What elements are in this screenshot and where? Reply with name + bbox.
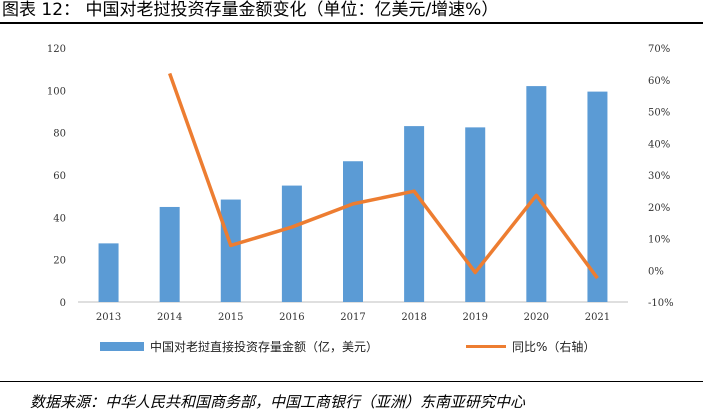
- x-tick-label: 2013: [96, 312, 121, 323]
- right-tick-label: 10%: [648, 235, 670, 246]
- legend-item-bar: 中国对老挝直接投资存量金额（亿，美元）: [100, 338, 378, 355]
- bar: [343, 161, 363, 302]
- x-tick-label: 2018: [401, 312, 426, 323]
- bar: [98, 243, 119, 302]
- legend-item-line: 同比%（右轴）: [466, 338, 595, 355]
- right-tick-label: 40%: [648, 139, 670, 150]
- right-tick-label: 20%: [648, 203, 670, 214]
- left-axis: 0 20 40 60 80 100 120: [47, 44, 66, 309]
- growth-line: [168, 72, 599, 280]
- right-tick-label: 0%: [648, 266, 664, 277]
- x-tick-label: 2020: [524, 312, 549, 323]
- x-tick-label: 2016: [279, 312, 304, 323]
- bar: [281, 185, 302, 302]
- x-tick-label: 2017: [340, 312, 365, 323]
- figure-title: 图表 12： 中国对老挝投资存量金额变化（单位：亿美元/增速%）: [2, 0, 499, 20]
- x-tick-label: 2015: [218, 312, 243, 323]
- right-tick-label: -10%: [648, 298, 674, 309]
- x-axis-labels: 2013 2014 2015 2016 2017 2018 2019 2020 2021: [96, 312, 610, 323]
- chart-area: 0 20 40 60 80 100 120 -10% 0% 10% 20% 30% 40% 50% 60%…: [47, 44, 674, 323]
- left-tick-label: 20: [53, 256, 66, 267]
- x-tick-label: 2021: [585, 312, 610, 323]
- legend-swatch-bar: [100, 342, 144, 351]
- left-tick-label: 40: [53, 213, 66, 224]
- right-tick-label: 30%: [648, 171, 670, 182]
- right-axis: -10% 0% 10% 20% 30% 40% 50% 60% 70%: [648, 44, 674, 309]
- legend: 中国对老挝直接投资存量金额（亿，美元） 同比%（右轴）: [100, 336, 660, 356]
- bar: [465, 127, 486, 302]
- title-rule: [0, 22, 703, 24]
- left-tick-label: 100: [47, 86, 66, 97]
- bar: [220, 199, 241, 302]
- left-tick-label: 60: [53, 171, 66, 182]
- legend-label-line: 同比%（右轴）: [512, 340, 596, 354]
- bar-series: [98, 86, 608, 302]
- bar: [404, 126, 425, 302]
- bar: [587, 91, 608, 302]
- source-note: 数据来源：中华人民共和国商务部，中国工商银行（亚洲）东南亚研究中心: [30, 393, 526, 411]
- legend-label-bar: 中国对老挝直接投资存量金额（亿，美元）: [150, 340, 379, 354]
- x-tick-label: 2019: [462, 312, 487, 323]
- right-tick-label: 70%: [648, 44, 670, 55]
- legend-swatch-line: [466, 345, 506, 348]
- right-tick-label: 60%: [648, 76, 670, 87]
- left-tick-label: 80: [53, 129, 66, 140]
- bar: [159, 206, 180, 302]
- x-tick-label: 2014: [157, 312, 182, 323]
- right-tick-label: 50%: [648, 108, 670, 119]
- left-tick-label: 120: [47, 44, 66, 55]
- left-tick-label: 0: [60, 298, 66, 309]
- bottom-rule: [0, 381, 703, 382]
